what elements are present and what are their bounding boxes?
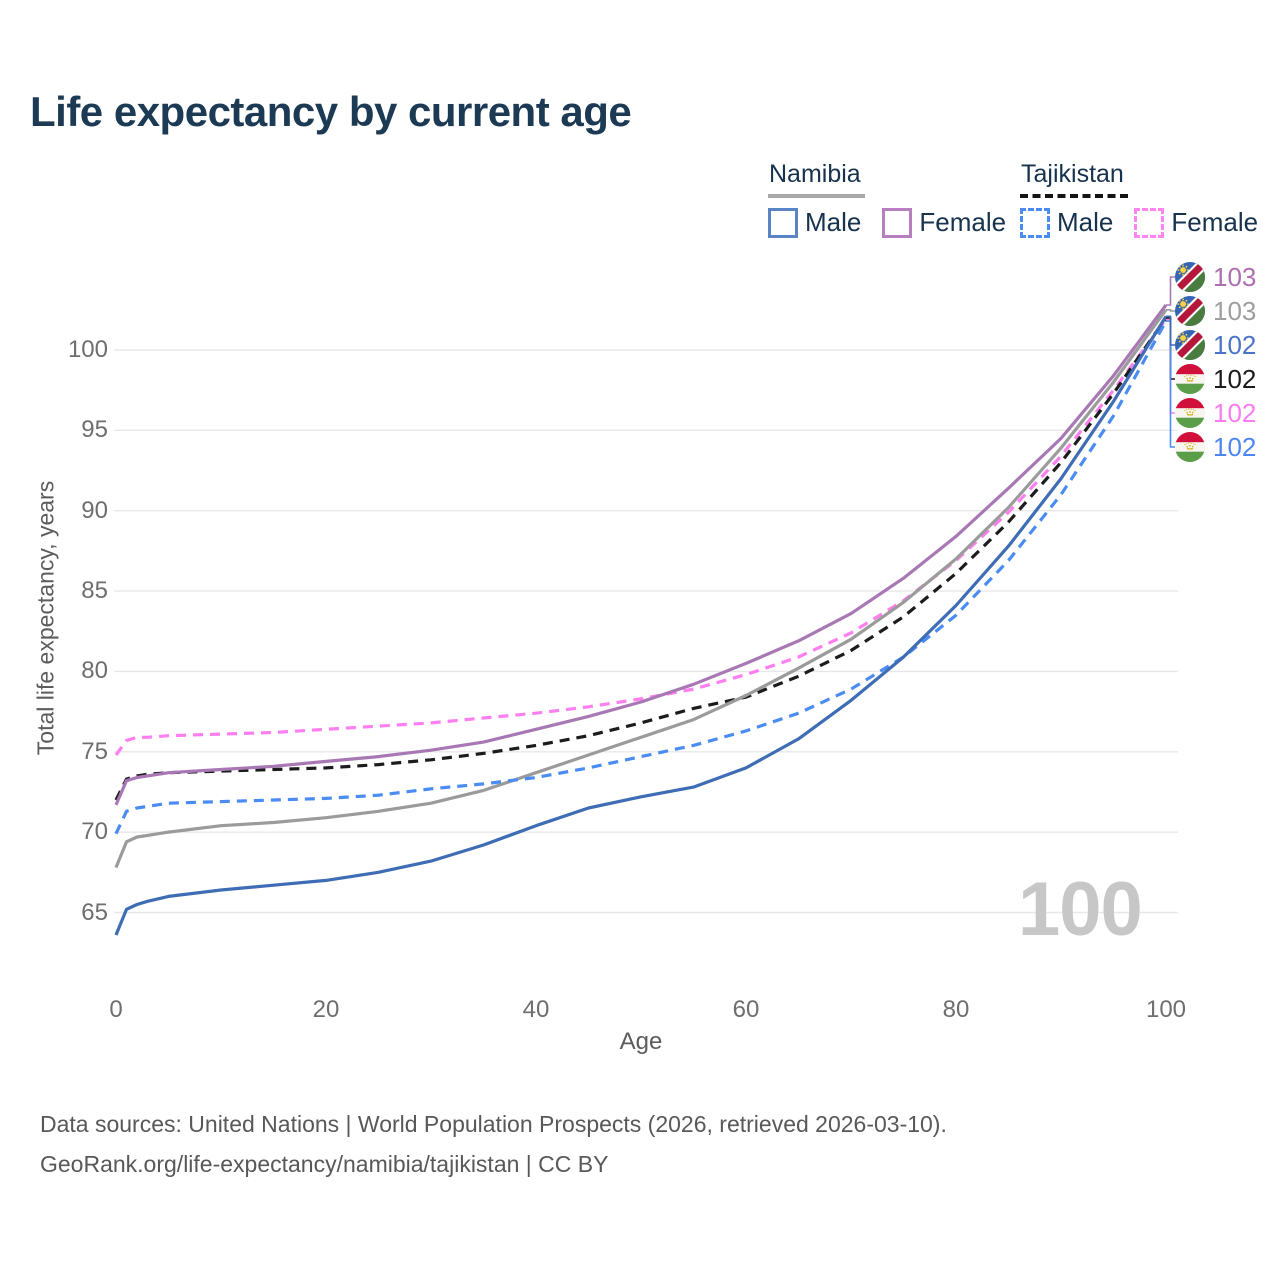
footer-link[interactable]: GeoRank.org/life-expectancy/namibia/taji… — [40, 1151, 609, 1177]
legend-group-tajikistan: Tajikistan Male Female — [1020, 160, 1279, 238]
y-tick-label: 65 — [81, 898, 108, 926]
y-tick-label: 95 — [81, 416, 108, 444]
x-tick-label: 40 — [522, 996, 550, 1023]
page-title: Life expectancy by current age — [30, 88, 632, 135]
series-line-tajikistan-female[interactable] — [114, 318, 1168, 756]
series-line-namibia-male[interactable] — [114, 315, 1168, 936]
series-line-tajikistan-male[interactable] — [114, 320, 1168, 835]
end-value: 102 — [1213, 398, 1257, 428]
end-label-connector — [1166, 309, 1175, 312]
series-end-label-namibia-male[interactable]: 102 — [1175, 330, 1256, 360]
legend-country-namibia[interactable]: Namibia — [768, 160, 865, 198]
namibia-flag-icon — [1175, 330, 1205, 360]
end-label-connector — [1166, 320, 1175, 448]
tajikistan-flag-icon — [1175, 398, 1205, 428]
age-watermark: 100 — [1018, 867, 1143, 952]
legend-item-tajikistan-female[interactable]: Female — [1134, 207, 1258, 238]
end-value: 102 — [1213, 364, 1257, 394]
end-value: 102 — [1213, 330, 1257, 360]
end-value: 103 — [1213, 296, 1257, 326]
namibia-female-swatch — [882, 207, 913, 238]
series-end-label-tajikistan-male[interactable]: 102 — [1175, 432, 1256, 462]
series-line-tajikistan-total[interactable] — [114, 316, 1168, 801]
legend-item-tajikistan-male[interactable]: Male — [1020, 207, 1113, 238]
legend-item-namibia-male[interactable]: Male — [768, 207, 861, 238]
tajikistan-male-swatch — [1020, 207, 1050, 238]
series-line-namibia-total[interactable] — [114, 308, 1168, 869]
series-end-label-namibia-female[interactable]: 103 — [1175, 262, 1256, 292]
end-label-connector — [1166, 315, 1175, 346]
footer: Data sources: United Nations | World Pop… — [40, 1104, 947, 1184]
y-tick-label: 90 — [81, 496, 108, 524]
y-tick-label: 70 — [81, 818, 108, 846]
y-tick-label: 85 — [81, 577, 108, 605]
x-tick-label: 0 — [109, 996, 123, 1023]
y-tick-label: 100 — [67, 336, 108, 363]
end-value: 102 — [1213, 432, 1257, 462]
legend-label: Female — [1171, 207, 1259, 237]
tajikistan-flag-icon — [1175, 364, 1205, 394]
namibia-flag-icon — [1175, 262, 1205, 292]
x-tick-label: 20 — [312, 996, 340, 1023]
end-label-connector — [1166, 276, 1175, 306]
legend-item-namibia-female[interactable]: Female — [882, 207, 1006, 238]
x-tick-label: 100 — [1145, 996, 1187, 1023]
legend-label: Male — [1057, 207, 1114, 237]
tajikistan-flag-icon — [1175, 432, 1205, 462]
legend-label: Male — [805, 207, 862, 237]
tajikistan-female-swatch — [1134, 207, 1165, 238]
end-value: 103 — [1213, 262, 1257, 292]
legend-group-namibia: Namibia Male Female — [768, 160, 1027, 238]
series-end-label-tajikistan-total[interactable]: 102 — [1175, 364, 1256, 394]
namibia-male-swatch — [768, 207, 798, 238]
series-line-namibia-female[interactable] — [114, 304, 1168, 806]
y-tick-label: 75 — [81, 737, 108, 765]
legend-country-tajikistan[interactable]: Tajikistan — [1020, 160, 1128, 198]
x-tick-label: 80 — [942, 996, 970, 1023]
legend-label: Female — [919, 207, 1007, 237]
x-tick-label: 60 — [732, 996, 760, 1023]
namibia-flag-icon — [1175, 296, 1205, 326]
footer-sources: Data sources: United Nations | World Pop… — [40, 1111, 947, 1137]
series-end-label-namibia-total[interactable]: 103 — [1175, 296, 1256, 326]
series-end-label-tajikistan-female[interactable]: 102 — [1175, 398, 1256, 428]
y-tick-label: 80 — [81, 657, 108, 685]
x-axis-title: Age — [619, 1028, 663, 1055]
